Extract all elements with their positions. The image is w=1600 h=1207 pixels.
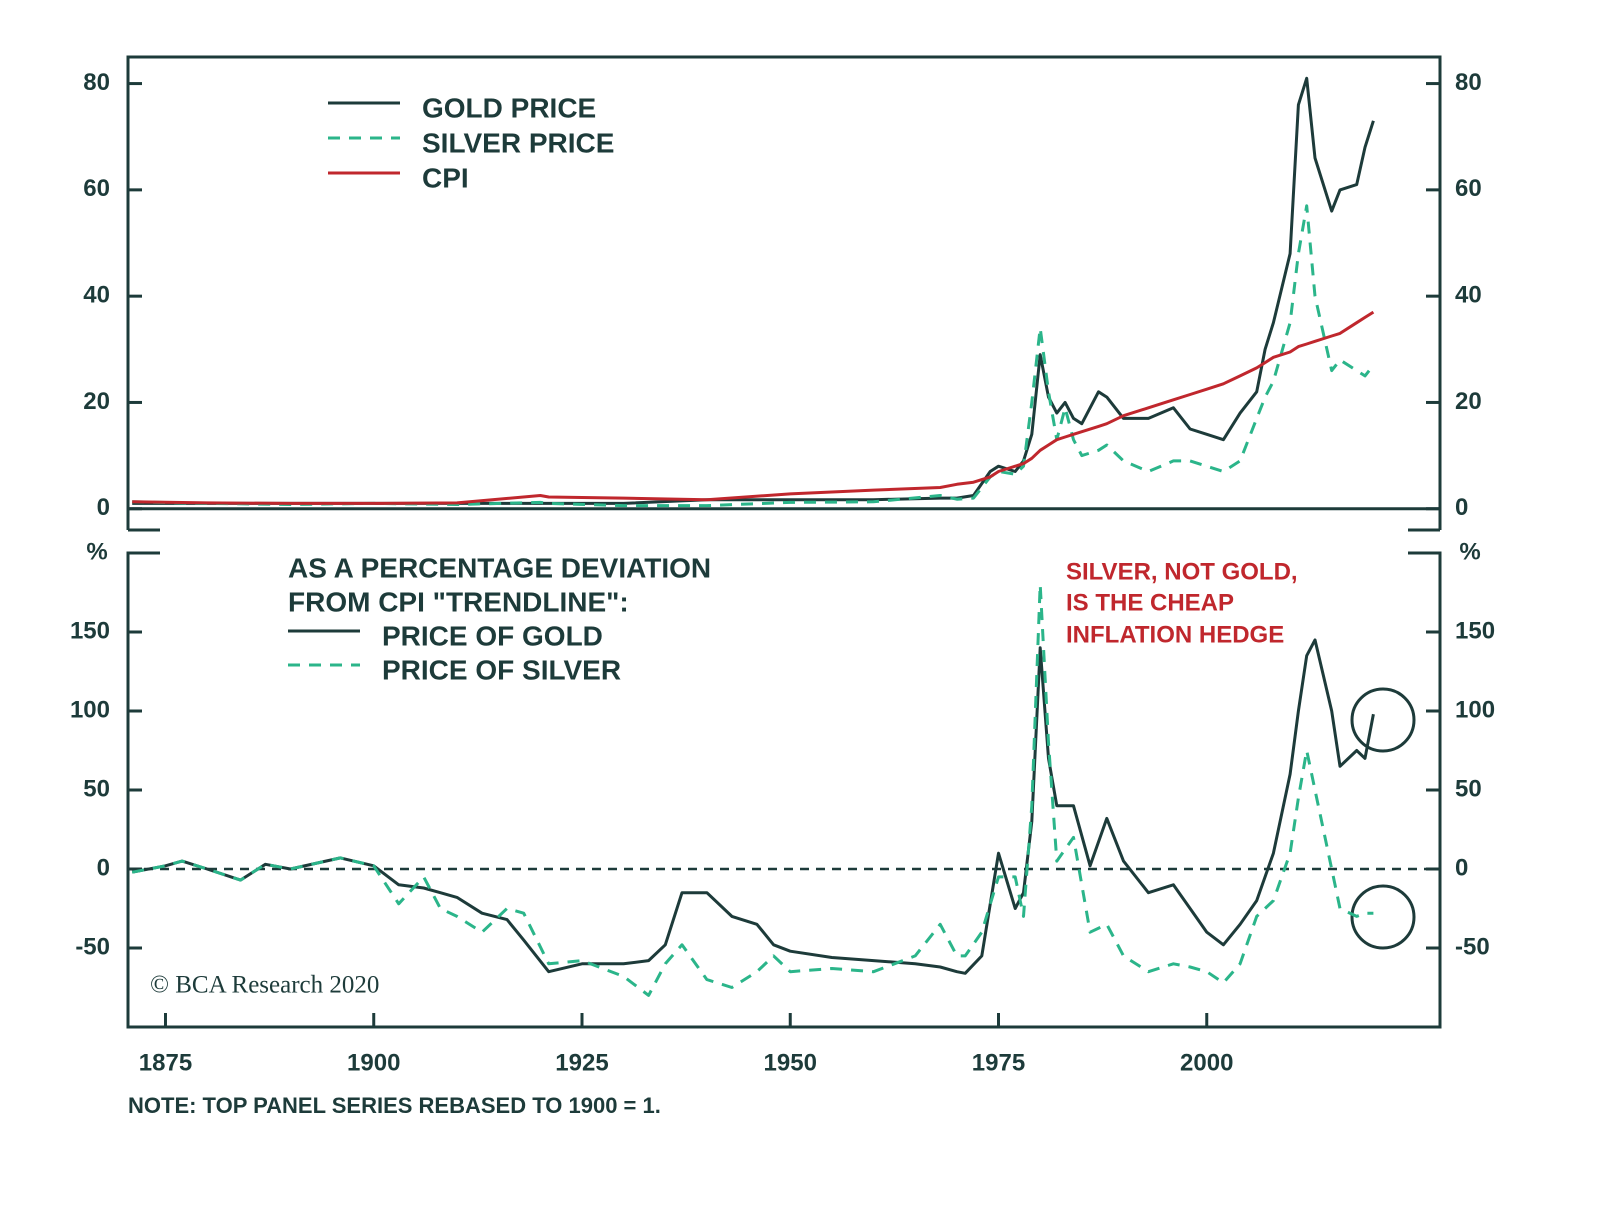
footnote: NOTE: TOP PANEL SERIES REBASED TO 1900 =… <box>128 1093 661 1118</box>
y-tick-label: 40 <box>83 282 110 309</box>
y-tick-label: 40 <box>1455 282 1482 309</box>
series-line <box>132 310 1375 505</box>
annotation: INFLATION HEDGE <box>1066 621 1284 648</box>
source: © BCA Research 2020 <box>150 972 379 999</box>
y-tick-label: 60 <box>1455 175 1482 202</box>
y-tick-label: 150 <box>1455 617 1495 644</box>
y-tick-label: 20 <box>83 388 110 415</box>
highlight-circle <box>1350 884 1416 950</box>
top-frame <box>126 55 1442 530</box>
legend-label: GOLD PRICE <box>422 92 596 123</box>
highlight-circle <box>1350 687 1416 753</box>
legend-label: SILVER PRICE <box>422 127 614 158</box>
series-line <box>132 204 1375 508</box>
x-tick-label: 1975 <box>972 1049 1025 1076</box>
y-tick-label: 100 <box>1455 696 1495 723</box>
series-line <box>131 583 1374 997</box>
y-unit: % <box>1459 538 1480 565</box>
annotation: SILVER, NOT GOLD, <box>1066 558 1298 585</box>
y-tick-label: 0 <box>97 854 110 881</box>
legend-label: CPI <box>422 162 469 193</box>
y-tick-label: 100 <box>70 696 110 723</box>
y-tick-label: 20 <box>1455 388 1482 415</box>
x-tick-label: 1925 <box>555 1049 608 1076</box>
x-tick-label: 1950 <box>764 1049 817 1076</box>
y-tick-label: 80 <box>83 69 110 96</box>
y-unit: % <box>86 538 107 565</box>
y-tick-label: 0 <box>97 494 110 521</box>
bottom-frame <box>126 551 1442 1029</box>
legend-title: AS A PERCENTAGE DEVIATION <box>288 552 711 583</box>
y-tick-label: 50 <box>83 775 110 802</box>
y-tick-label: 0 <box>1455 494 1468 521</box>
legend-title: FROM CPI "TRENDLINE": <box>288 586 629 617</box>
y-tick-label: 0 <box>1455 854 1468 881</box>
legend-label: PRICE OF SILVER <box>382 654 621 685</box>
x-tick-label: 1900 <box>347 1049 400 1076</box>
frame <box>126 55 1442 1029</box>
series-line <box>132 76 1375 505</box>
series-line <box>131 638 1375 975</box>
y-tick-label: 50 <box>1455 775 1482 802</box>
y-tick-label: 80 <box>1455 69 1482 96</box>
x-tick-label: 1875 <box>139 1049 192 1076</box>
x-tick-label: 2000 <box>1180 1049 1233 1076</box>
y-tick-label: -50 <box>75 933 110 960</box>
y-tick-label: 150 <box>70 617 110 644</box>
legend-label: PRICE OF GOLD <box>382 620 603 651</box>
annotation: IS THE CHEAP <box>1066 589 1234 616</box>
y-tick-label: 60 <box>83 175 110 202</box>
y-tick-label: -50 <box>1455 933 1490 960</box>
